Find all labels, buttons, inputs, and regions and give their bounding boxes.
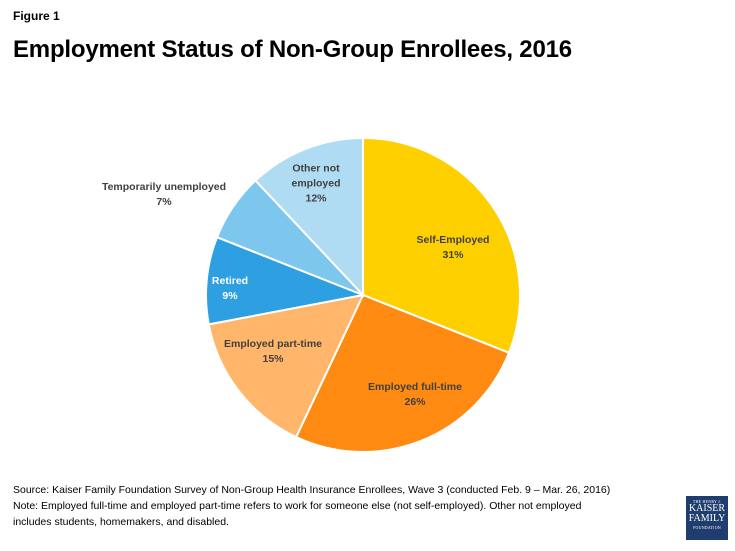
label-temporarily-unemployed: Temporarily unemployed 7% <box>101 181 227 208</box>
source-text: Source: Kaiser Family Foundation Survey … <box>13 484 611 496</box>
note-text-1: Note: Employed full-time and employed pa… <box>13 500 582 512</box>
chart-title: Employment Status of Non-Group Enrollees… <box>13 36 572 63</box>
pie-slice-employed-part-time <box>207 293 365 439</box>
label-retired: Retired 9% <box>211 275 249 302</box>
pie-slice-employed-full-time <box>294 293 511 453</box>
label-self-employed: Self-Employed 31% <box>416 234 490 261</box>
label-other-not-employed: Other not employed 12% <box>291 162 341 205</box>
figure-label: Figure 1 <box>13 9 60 23</box>
pie-slice-retired <box>205 235 367 326</box>
kff-logo: THE HENRY J. KAISER FAMILY FOUNDATION <box>686 496 728 540</box>
source-notes: Source: Kaiser Family Foundation Survey … <box>13 482 610 530</box>
pie-slice-self-employed <box>362 136 521 355</box>
note-text-2: includes students, homemakers, and disab… <box>13 516 229 528</box>
pie-slice-other-not-employed <box>254 136 364 298</box>
label-employed-full-time: Employed full-time 26% <box>368 381 462 408</box>
label-employed-part-time: Employed part-time 15% <box>223 338 323 365</box>
